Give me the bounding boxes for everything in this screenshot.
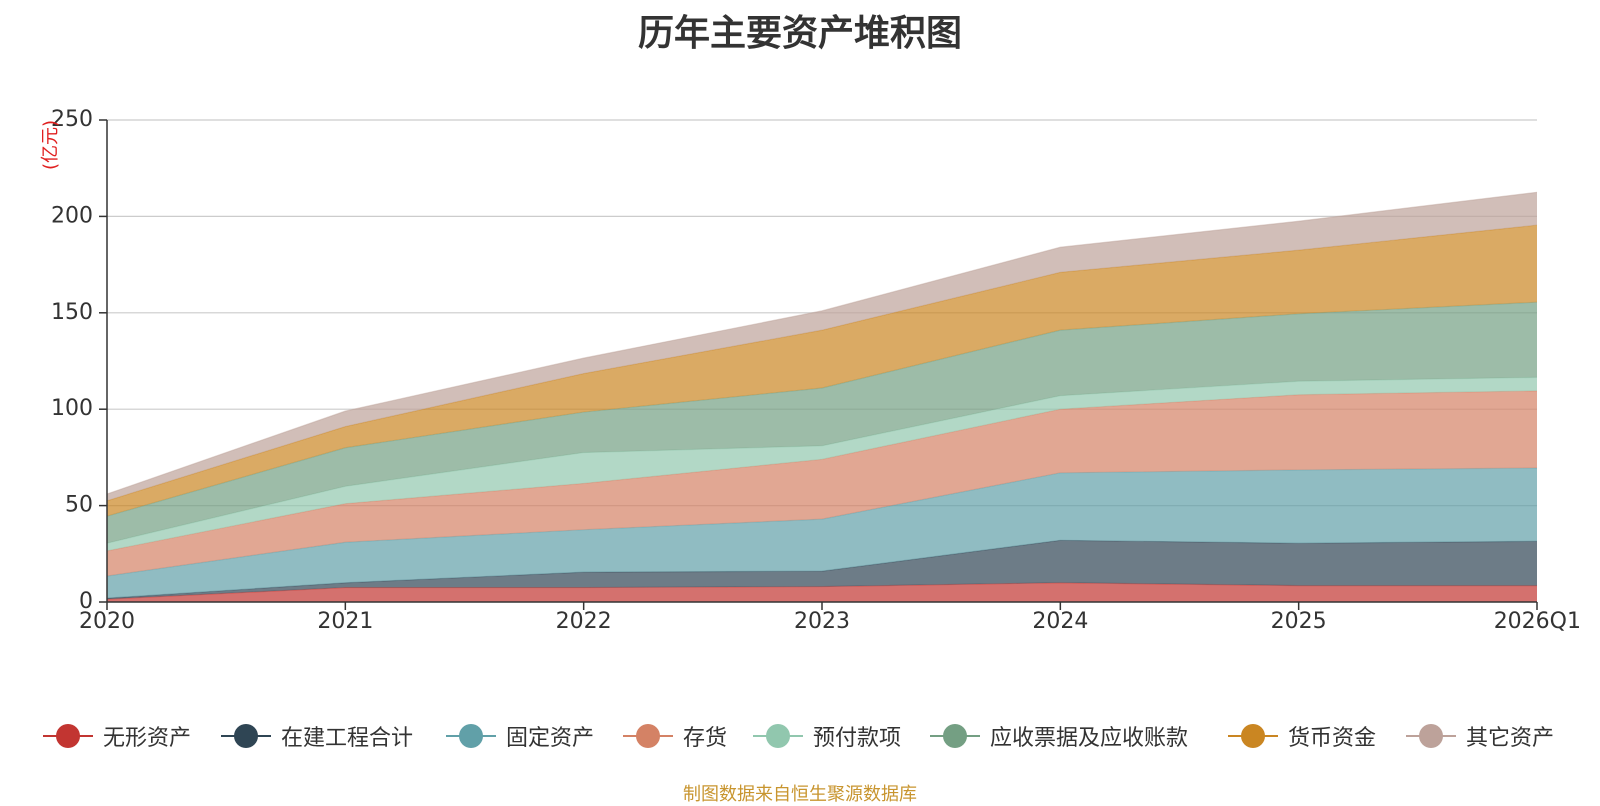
y-tick-label: 200 (51, 203, 93, 228)
y-tick-label: 0 (79, 589, 93, 614)
x-tick-label: 2022 (556, 609, 612, 634)
legend-item-4[interactable]: 预付款项 (753, 718, 901, 754)
area-series-7 (107, 192, 1537, 501)
y-tick-label: 100 (51, 396, 93, 421)
legend-label: 在建工程合计 (281, 726, 414, 751)
y-axis-label: (亿元) (40, 120, 61, 170)
axes: 0 50 100 150 200 250 2020 2021 2022 2023 2024 2025 2… (51, 107, 1581, 634)
legend-item-1[interactable]: 在建工程合计 (221, 718, 413, 754)
legend-label: 预付款项 (813, 726, 902, 751)
legend-item-2[interactable]: 固定资产 (446, 718, 594, 754)
legend-label: 无形资产 (103, 726, 192, 751)
legend-marker-icon (623, 718, 673, 754)
legend-label: 其它资产 (1466, 726, 1555, 751)
legend-marker-icon (753, 718, 803, 754)
x-tick-label: 2026Q1 (1494, 609, 1581, 634)
x-tick-label: 2025 (1271, 609, 1327, 634)
y-tick-label: 50 (65, 493, 93, 518)
legend-label: 货币资金 (1288, 726, 1377, 751)
legend-label: 应收票据及应收账款 (990, 726, 1189, 751)
legend-marker-icon (930, 718, 980, 754)
legend-item-3[interactable]: 存货 (623, 718, 727, 754)
y-tick-label: 150 (51, 300, 93, 325)
y-tick-label: 250 (51, 107, 93, 132)
source-footnote: 制图数据来自恒生聚源数据库 (683, 784, 917, 805)
legend-item-0[interactable]: 无形资产 (43, 718, 191, 754)
x-tick-label: 2020 (79, 609, 135, 634)
chart-title: 历年主要资产堆积图 (637, 13, 962, 54)
legend-marker-icon (221, 718, 271, 754)
legend-marker-icon (43, 718, 93, 754)
legend-marker-icon (446, 718, 496, 754)
legend-marker-icon (1228, 718, 1278, 754)
x-tick-label: 2021 (317, 609, 373, 634)
area-series-3 (107, 390, 1537, 576)
area-series-5 (107, 302, 1537, 544)
series-line-7 (106, 191, 1538, 495)
legend-item-6[interactable]: 货币资金 (1228, 718, 1376, 754)
area-series-1 (107, 540, 1537, 600)
legend: 无形资产 在建工程合计 固定资产 存货 预付款项 应收票据及应收账款 货币资金 其它资产 (0, 718, 1600, 754)
legend-item-5[interactable]: 应收票据及应收账款 (930, 718, 1188, 754)
x-tick-label: 2024 (1032, 609, 1088, 634)
area-series-2 (107, 468, 1537, 599)
area-series-6 (107, 225, 1537, 517)
legend-item-7[interactable]: 其它资产 (1406, 718, 1554, 754)
legend-label: 存货 (683, 726, 728, 751)
area-series (106, 191, 1538, 602)
legend-marker-icon (1406, 718, 1456, 754)
x-tick-label: 2023 (794, 609, 850, 634)
legend-label: 固定资产 (506, 726, 595, 751)
